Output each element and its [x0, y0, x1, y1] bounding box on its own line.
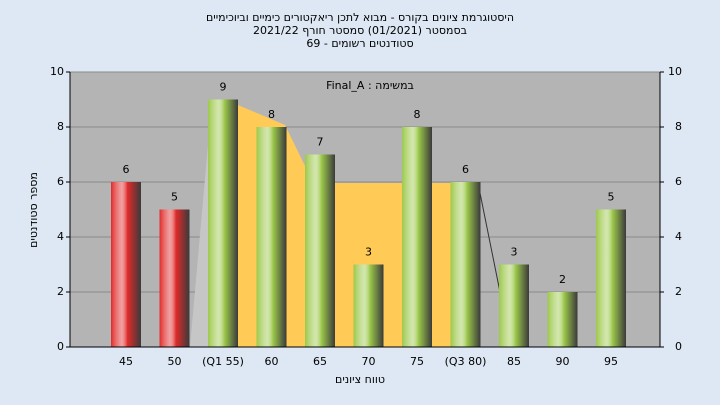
y2-tick-label: 4: [675, 230, 682, 243]
y2-tick-label: 0: [675, 340, 682, 353]
y-axis-label: מספר סטודנטים: [27, 172, 40, 248]
y2-tick-label: 6: [675, 175, 682, 188]
y-tick-label: 2: [57, 285, 64, 298]
bar: [450, 182, 481, 347]
bar: [305, 154, 335, 347]
bar: [353, 264, 384, 347]
x-tick-label: 60: [265, 355, 279, 368]
value-label: 3: [511, 246, 518, 259]
value-label: 5: [171, 191, 178, 204]
bar: [402, 127, 432, 347]
value-label: 5: [608, 191, 615, 204]
x-axis-label: טווח ציונים: [335, 373, 385, 386]
y-tick-label: 10: [50, 65, 64, 78]
x-tick-label: (Q1 55): [202, 355, 244, 368]
value-label: 2: [559, 273, 566, 286]
bar: [499, 264, 529, 347]
bar: [111, 182, 141, 347]
y-tick-label: 4: [57, 230, 64, 243]
x-tick-label: 90: [556, 355, 570, 368]
bar: [547, 292, 578, 347]
bar: [208, 99, 238, 347]
x-tick-label: 95: [604, 355, 618, 368]
y2-tick-label: 2: [675, 285, 682, 298]
value-label: 7: [317, 136, 324, 149]
y2-tick-label: 10: [668, 65, 682, 78]
x-tick-label: 85: [507, 355, 521, 368]
title-line: סטודנטים רשומים - 69: [306, 37, 413, 50]
x-tick-label: 70: [362, 355, 376, 368]
bars: [111, 99, 626, 347]
annotation: במשימה : Final_A: [326, 79, 414, 92]
value-label: 6: [123, 163, 130, 176]
x-tick-label: 65: [313, 355, 327, 368]
bar: [596, 209, 626, 347]
value-label: 3: [365, 246, 372, 259]
y-tick-label: 0: [57, 340, 64, 353]
y-tick-label: 8: [57, 120, 64, 133]
bar: [159, 209, 190, 347]
x-tick-label: 50: [168, 355, 182, 368]
x-tick-label: (Q3 80): [445, 355, 487, 368]
x-tick-label: 45: [119, 355, 133, 368]
y-tick-label: 6: [57, 175, 64, 188]
value-label: 8: [414, 108, 421, 121]
x-tick-label: 75: [410, 355, 424, 368]
title-line: היסטוגרמת ציונים בקורס - מבוא לתכן ריאקט…: [206, 11, 514, 24]
bar: [256, 127, 287, 347]
value-label: 8: [268, 108, 275, 121]
value-label: 6: [462, 163, 469, 176]
y2-tick-label: 8: [675, 120, 682, 133]
value-label: 9: [220, 81, 227, 94]
title-line: בסמסטר (01/2021) סמסטר חורף 2021/22: [253, 24, 467, 37]
whisker: [477, 182, 501, 293]
